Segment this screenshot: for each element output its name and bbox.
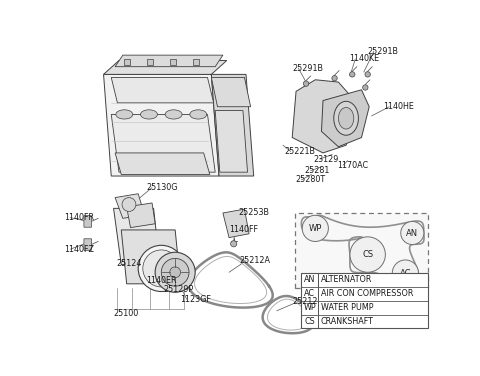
Circle shape xyxy=(401,221,424,244)
Polygon shape xyxy=(147,59,153,65)
Polygon shape xyxy=(115,153,210,174)
Circle shape xyxy=(155,252,195,292)
Circle shape xyxy=(392,260,419,286)
Text: 1140KE: 1140KE xyxy=(349,55,379,64)
Polygon shape xyxy=(111,114,215,172)
Text: 23129: 23129 xyxy=(314,155,339,164)
Ellipse shape xyxy=(334,101,359,135)
Polygon shape xyxy=(223,209,249,238)
Polygon shape xyxy=(121,230,180,284)
Text: ALTERNATOR: ALTERNATOR xyxy=(321,276,372,285)
Ellipse shape xyxy=(141,110,157,119)
Text: AC: AC xyxy=(400,268,411,277)
Text: AN: AN xyxy=(406,229,419,238)
Circle shape xyxy=(350,237,385,272)
Text: 25124: 25124 xyxy=(117,259,142,268)
Text: 1140ER: 1140ER xyxy=(146,276,177,285)
Text: 1140HE: 1140HE xyxy=(383,102,414,111)
Ellipse shape xyxy=(165,110,182,119)
Text: 1140FZ: 1140FZ xyxy=(64,245,94,254)
Text: WATER PUMP: WATER PUMP xyxy=(321,303,373,312)
Circle shape xyxy=(143,250,180,287)
Polygon shape xyxy=(127,203,155,227)
Circle shape xyxy=(161,258,189,286)
Circle shape xyxy=(365,72,371,77)
Polygon shape xyxy=(215,111,248,172)
Circle shape xyxy=(303,81,309,86)
Polygon shape xyxy=(111,77,214,103)
Text: WP: WP xyxy=(303,303,316,312)
Text: 25221B: 25221B xyxy=(285,147,315,156)
Text: 25212: 25212 xyxy=(292,297,318,306)
Polygon shape xyxy=(211,77,251,107)
Text: WP: WP xyxy=(309,224,322,233)
Text: 25291B: 25291B xyxy=(292,64,323,73)
FancyBboxPatch shape xyxy=(84,239,92,250)
Text: CS: CS xyxy=(362,250,373,259)
Text: AC: AC xyxy=(304,289,315,298)
Polygon shape xyxy=(104,74,219,176)
Polygon shape xyxy=(114,208,160,265)
Circle shape xyxy=(302,215,328,241)
Text: 1140FF: 1140FF xyxy=(229,226,258,234)
Text: 25280T: 25280T xyxy=(295,175,325,184)
Circle shape xyxy=(332,76,337,81)
Circle shape xyxy=(363,85,368,90)
Polygon shape xyxy=(104,61,227,74)
Text: 1123GF: 1123GF xyxy=(180,295,211,304)
Text: 25130G: 25130G xyxy=(146,183,178,192)
Text: 25129P: 25129P xyxy=(164,285,194,294)
Text: 1170AC: 1170AC xyxy=(337,161,368,170)
Polygon shape xyxy=(193,59,199,65)
Text: 25253B: 25253B xyxy=(238,208,269,217)
Text: AN: AN xyxy=(304,276,315,285)
Polygon shape xyxy=(211,74,254,176)
Circle shape xyxy=(122,197,136,211)
Circle shape xyxy=(349,72,355,77)
Polygon shape xyxy=(292,80,354,153)
Polygon shape xyxy=(322,90,369,147)
Polygon shape xyxy=(115,55,223,67)
Circle shape xyxy=(230,241,237,247)
Polygon shape xyxy=(115,194,144,218)
Text: 25212A: 25212A xyxy=(240,256,271,265)
Ellipse shape xyxy=(116,110,133,119)
Text: 1140FR: 1140FR xyxy=(64,213,94,222)
Text: 25281: 25281 xyxy=(304,166,330,175)
Text: CS: CS xyxy=(304,317,315,326)
Polygon shape xyxy=(123,59,130,65)
Text: 25100: 25100 xyxy=(113,309,139,318)
FancyBboxPatch shape xyxy=(301,273,429,329)
Text: CRANKSHAFT: CRANKSHAFT xyxy=(321,317,373,326)
Circle shape xyxy=(170,267,180,277)
Polygon shape xyxy=(170,59,176,65)
FancyBboxPatch shape xyxy=(295,213,429,288)
FancyBboxPatch shape xyxy=(84,216,92,227)
Ellipse shape xyxy=(190,110,207,119)
Ellipse shape xyxy=(338,108,354,129)
Circle shape xyxy=(138,245,184,291)
Text: 25291B: 25291B xyxy=(368,47,399,56)
Text: AIR CON COMPRESSOR: AIR CON COMPRESSOR xyxy=(321,289,413,298)
